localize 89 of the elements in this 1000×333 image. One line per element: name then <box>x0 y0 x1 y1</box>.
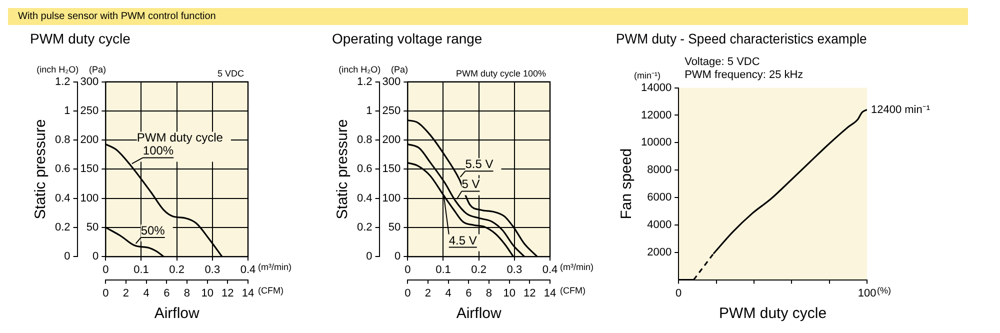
y-axis-title: Static pressure <box>334 119 352 220</box>
text: With pulse sensor with PWM control function <box>8 8 968 25</box>
x2-tick-label: 10 <box>201 287 214 300</box>
y-axis-title: Fan speed <box>618 148 636 220</box>
y-tick-label: 0.6 <box>54 163 70 176</box>
y-tick-label: 1 <box>366 104 372 117</box>
text: PWM frequency: 25 kHz <box>684 68 804 81</box>
x2-tick-label: 2 <box>122 287 130 300</box>
x-axis-title: PWM duty cycle <box>719 305 827 322</box>
text: (Pa) <box>88 64 106 74</box>
y-tick-label: 0.8 <box>356 134 372 146</box>
x-axis-title: Airflow <box>456 305 502 322</box>
y-tick-label: 0 <box>366 250 372 263</box>
x2-tick-label: 14 <box>242 287 254 300</box>
x-tick-label: 0.4 <box>240 264 256 276</box>
series-label: 5.5 V <box>465 157 494 172</box>
y-tick-label: 0.2 <box>54 222 70 234</box>
y-tick-label: 0.4 <box>356 192 372 204</box>
y-tick-label: 10000 <box>640 136 672 149</box>
y-tick-label: 0.8 <box>54 134 70 146</box>
text: (m³/min) <box>258 262 292 272</box>
y2-tick-label: 0 <box>394 250 401 263</box>
x2-tick-label: 6 <box>466 287 472 300</box>
y2-tick-label: 100 <box>80 192 99 204</box>
y-tick-label: 8000 <box>647 164 672 176</box>
y-tick-label: 6000 <box>647 192 672 204</box>
y-tick-label: 12000 <box>640 109 672 122</box>
chart-title: PWM duty - Speed characteristics example <box>616 30 867 46</box>
series-label: 4.5 V <box>448 233 477 248</box>
legend-label: 5 V <box>462 177 480 192</box>
y2-tick-label: 300 <box>80 76 99 88</box>
y2-tick-label: 150 <box>80 163 99 176</box>
y2-tick-label: 50 <box>86 222 99 234</box>
text: Voltage: 5 VDC <box>684 56 760 68</box>
y2-tick-label: 100 <box>382 192 401 204</box>
text: (min⁻¹) <box>634 70 661 80</box>
y-tick-label: 0.6 <box>356 163 372 176</box>
y-tick-label: 14000 <box>640 82 672 94</box>
x2-tick-label: 14 <box>544 287 556 300</box>
y-tick-label: 1 <box>64 104 70 117</box>
y-tick-label: 1.2 <box>54 76 70 88</box>
y2-tick-label: 200 <box>80 134 99 146</box>
y2-tick-label: 50 <box>388 222 401 234</box>
x-tick-label: 0.4 <box>542 264 558 276</box>
text: (inch H₂O) <box>36 64 79 74</box>
x2-tick-label: 8 <box>486 287 492 300</box>
series-label: PWM duty cycle 100% <box>136 130 224 158</box>
y2-tick-label: 150 <box>382 163 401 176</box>
text: (inch H₂O) <box>338 64 381 74</box>
x-tick-label: 0.2 <box>471 264 486 276</box>
y2-tick-label: 250 <box>382 104 401 117</box>
text: (Pa) <box>390 64 408 74</box>
x-tick-label: 0 <box>102 264 109 276</box>
y-tick-label: 0 <box>64 250 70 263</box>
chart-title: Operating voltage range <box>332 30 482 46</box>
x2-tick-label: 8 <box>184 287 190 300</box>
y-tick-label: 0.2 <box>356 222 372 234</box>
text: (CFM) <box>258 285 284 296</box>
x2-tick-label: 12 <box>524 287 536 300</box>
x-tick-label: 0.1 <box>436 264 451 276</box>
text: (CFM) <box>560 285 586 296</box>
annotation: 12400 min⁻¹ <box>871 104 930 116</box>
x2-tick-label: 2 <box>424 287 432 300</box>
x-tick-label: 0.1 <box>134 264 149 276</box>
y2-tick-label: 0 <box>92 250 99 263</box>
text: PWM duty cycle 100% <box>456 68 546 78</box>
series-label: 50% <box>140 224 166 238</box>
y-tick-label: 0.4 <box>54 192 70 204</box>
x2-tick-label: 12 <box>222 287 234 300</box>
chart-title: PWM duty cycle <box>30 30 131 46</box>
x2-tick-label: 10 <box>503 287 516 300</box>
x-tick-label: 0.3 <box>204 264 220 276</box>
text: 5 VDC <box>217 68 244 78</box>
y-tick-label: 4000 <box>647 218 672 231</box>
x-axis-title: Airflow <box>154 305 200 322</box>
x-tick-label: 0 <box>404 264 411 276</box>
text: (m³/min) <box>560 262 594 272</box>
x-tick-label: 0.2 <box>169 264 184 276</box>
x2-tick-label: 4 <box>143 287 150 300</box>
x-tick-label: 0.3 <box>506 264 522 276</box>
y-tick-label: 1.2 <box>356 76 372 88</box>
y-tick-label: 2000 <box>647 246 672 258</box>
y2-tick-label: 300 <box>382 76 401 88</box>
y2-tick-label: 200 <box>382 134 401 146</box>
y2-tick-label: 250 <box>80 104 99 117</box>
y-axis-title: Static pressure <box>32 119 50 220</box>
x2-tick-label: 6 <box>164 287 170 300</box>
text: (%) <box>877 285 891 296</box>
x2-tick-label: 4 <box>445 287 452 300</box>
